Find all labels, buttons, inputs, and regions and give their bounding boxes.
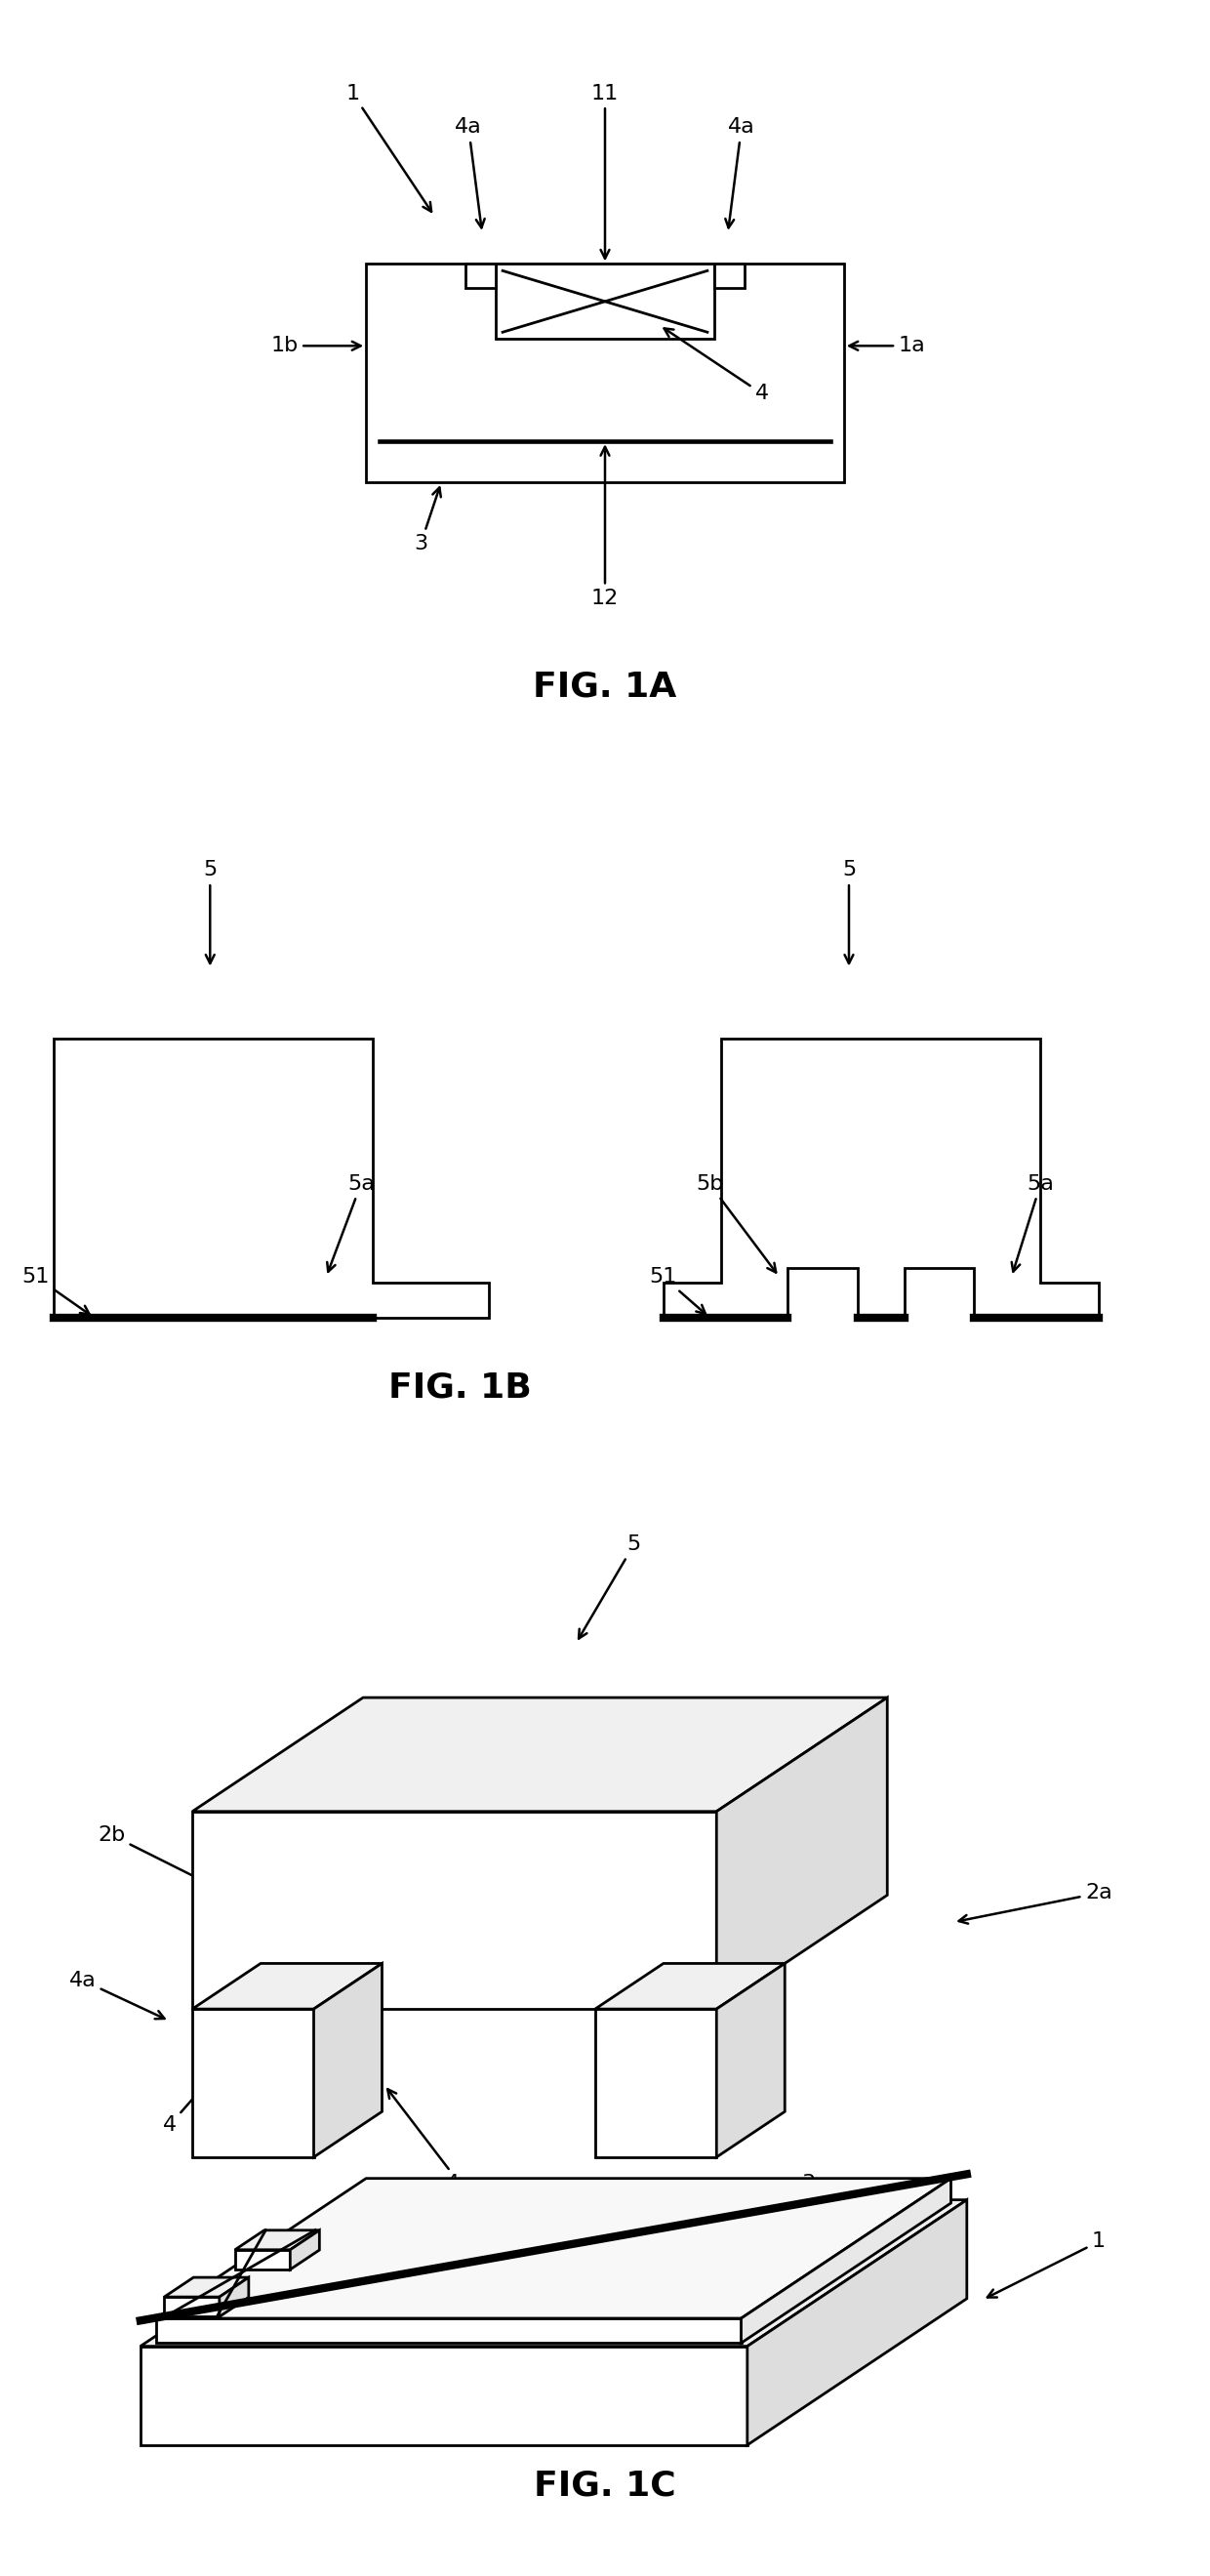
Text: 51: 51 <box>22 1267 90 1314</box>
Polygon shape <box>595 2009 716 2156</box>
Polygon shape <box>235 2249 290 2269</box>
Polygon shape <box>156 2318 742 2344</box>
Text: 1: 1 <box>987 2231 1106 2298</box>
Bar <box>367 263 843 482</box>
Polygon shape <box>140 2200 967 2347</box>
Polygon shape <box>165 2277 249 2298</box>
Polygon shape <box>219 2277 249 2316</box>
Polygon shape <box>192 1963 382 2009</box>
Text: 51: 51 <box>650 1267 705 1314</box>
Text: FIG. 1B: FIG. 1B <box>388 1370 531 1404</box>
Text: FIG. 1C: FIG. 1C <box>534 2470 676 2501</box>
Text: 2b: 2b <box>98 1826 223 1891</box>
Polygon shape <box>742 2179 951 2344</box>
Bar <box>465 263 496 289</box>
Text: 5a: 5a <box>327 1175 375 1273</box>
Text: 1: 1 <box>346 82 432 211</box>
Polygon shape <box>192 1811 716 2009</box>
Text: 4a: 4a <box>387 2089 473 2192</box>
Polygon shape <box>192 2009 313 2156</box>
Text: 4: 4 <box>664 327 768 404</box>
Polygon shape <box>748 2200 967 2445</box>
Bar <box>496 263 714 340</box>
Text: 1b: 1b <box>271 335 361 355</box>
Bar <box>714 263 745 289</box>
Text: 11: 11 <box>592 82 618 258</box>
Text: 5: 5 <box>842 860 855 963</box>
Text: 4a: 4a <box>69 1971 165 2020</box>
Polygon shape <box>716 1963 785 2156</box>
Polygon shape <box>235 2231 319 2249</box>
Polygon shape <box>313 1963 382 2156</box>
Polygon shape <box>156 2179 951 2318</box>
Text: 4: 4 <box>162 2084 207 2136</box>
Polygon shape <box>192 1698 887 1811</box>
Text: 12: 12 <box>592 446 618 608</box>
Polygon shape <box>595 1963 785 2009</box>
Polygon shape <box>716 1698 887 2009</box>
Text: 2a: 2a <box>958 1883 1112 1924</box>
Text: 5b: 5b <box>696 1175 776 1273</box>
Text: FIG. 1A: FIG. 1A <box>534 670 676 703</box>
Text: 4a: 4a <box>455 118 485 227</box>
Polygon shape <box>140 2347 748 2445</box>
Text: 4a: 4a <box>725 118 755 227</box>
Text: 5a: 5a <box>1012 1175 1054 1273</box>
Text: 3: 3 <box>696 2174 816 2280</box>
Polygon shape <box>53 1038 489 1316</box>
Text: 1a: 1a <box>849 335 926 355</box>
Text: 5: 5 <box>578 1535 641 1638</box>
Polygon shape <box>663 1038 1099 1316</box>
Polygon shape <box>290 2231 319 2269</box>
Polygon shape <box>165 2298 219 2316</box>
Text: 5: 5 <box>203 860 217 963</box>
Text: 3: 3 <box>414 487 440 554</box>
